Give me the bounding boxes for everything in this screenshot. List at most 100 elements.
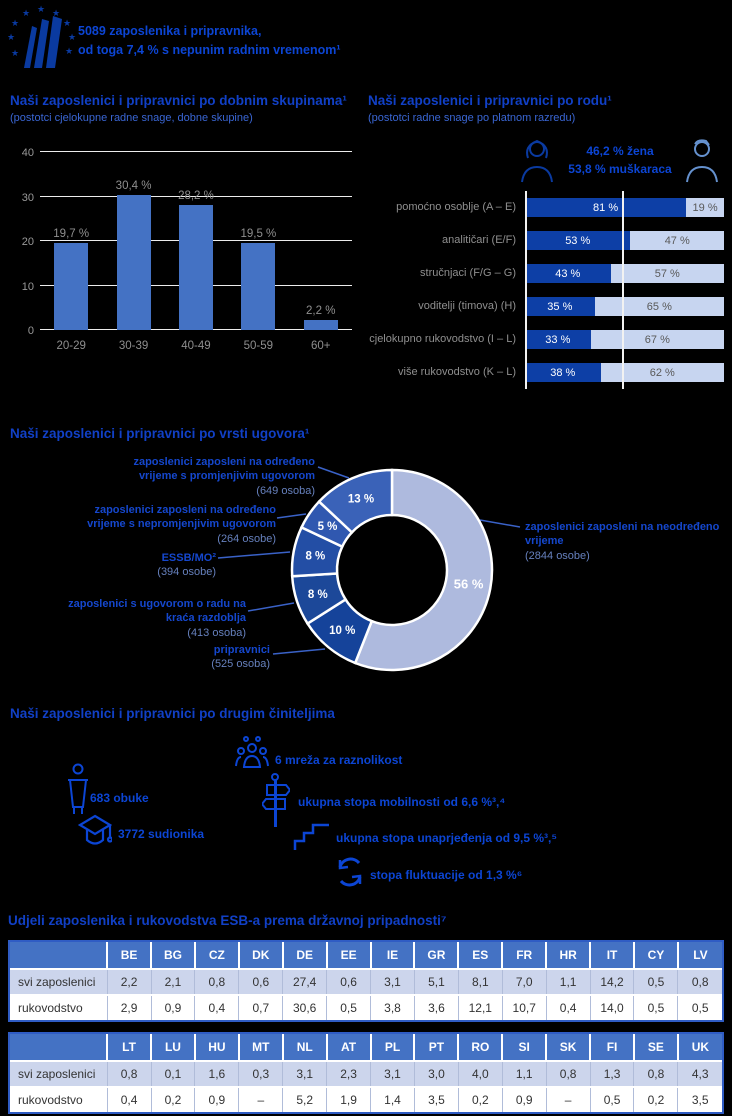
age-bar-chart: 0 10 20 30 40 19,7 % 30,4 % 28,2 % 19,5 % 2,2 % 20…: [10, 140, 360, 352]
row-label-cell: rukovodstvo: [10, 1086, 108, 1113]
men-segment: 57 %: [610, 264, 724, 284]
value-cell: 3,1: [370, 968, 415, 996]
gender-row: cjelokupno rukovodstvo (I – L) 33 % 67 %: [368, 323, 724, 356]
country-header: NL: [281, 1034, 328, 1063]
svg-text:★: ★: [63, 19, 71, 29]
country-header: BE: [106, 942, 153, 971]
value-cell: 0,8: [545, 1060, 591, 1088]
country-header: DK: [237, 942, 284, 971]
stat-mobility-rate: ukupna stopa mobilnosti od 6,6 %³,⁴: [298, 795, 506, 809]
headline-line2: od toga 7,4 % s nepunim radnim vremenom¹: [78, 43, 341, 58]
gender-row: voditelji (timova) (H) 35 % 65 %: [368, 290, 724, 323]
country-header: IE: [369, 942, 416, 971]
value-cell: 0,9: [194, 1086, 240, 1113]
value-cell: 0,8: [106, 1060, 152, 1088]
y-axis-tick: 20: [21, 236, 34, 249]
donut-label-escb-io: ESSB/MO² (394 osobe): [157, 552, 216, 579]
gender-row-label: analitičari (E/F): [442, 234, 516, 247]
age-bar: [178, 204, 213, 331]
nationality-section-title: Udjeli zaposlenika i rukovodstva ESB-a p…: [8, 913, 447, 928]
ecb-logo-icon: ★ ★ ★ ★★★ ★★★: [8, 5, 76, 68]
bar-value-label: 30,4 %: [115, 179, 152, 192]
value-cell: 0,8: [194, 968, 240, 996]
value-cell: 0,4: [545, 994, 591, 1021]
value-cell: 14,0: [589, 994, 635, 1021]
donut-slice-label: 5 %: [318, 521, 338, 533]
donut-label-permanent: zaposlenici zaposleni na neodređeno vrij…: [525, 521, 720, 562]
men-share: 53,8 % muškaraca: [568, 161, 672, 176]
value-cell: 0,2: [633, 1086, 679, 1113]
value-cell: –: [545, 1086, 591, 1113]
value-cell: 1,6: [194, 1060, 240, 1088]
stairs-icon: [293, 823, 329, 850]
signpost-icon: [262, 773, 290, 827]
value-cell: 2,2: [106, 968, 152, 996]
value-cell: 0,6: [238, 968, 284, 996]
nationality-section: Udjeli zaposlenika i rukovodstva ESB-a p…: [8, 912, 724, 1115]
svg-text:★: ★: [11, 49, 19, 59]
stat-diversity-networks: 6 mreža za raznolikost: [275, 753, 403, 767]
value-cell: 3,5: [677, 1086, 722, 1113]
country-header: ES: [457, 942, 504, 971]
value-cell: 1,1: [501, 1060, 547, 1088]
women-segment: 53 %: [525, 231, 631, 251]
svg-text:★: ★: [11, 19, 19, 29]
country-header: AT: [325, 1034, 372, 1063]
country-header: LV: [676, 942, 722, 971]
value-cell: 0,5: [677, 994, 722, 1021]
x-axis-label: 40-49: [181, 340, 211, 353]
bar-value-label: 2,2 %: [306, 305, 336, 318]
country-header: HR: [545, 942, 592, 971]
donut-slice: [353, 468, 494, 672]
men-segment: 65 %: [594, 297, 724, 317]
bar-slot: 2,2 %: [293, 305, 349, 331]
row-label-cell: svi zaposlenici: [10, 968, 108, 996]
value-cell: 0,9: [150, 994, 196, 1021]
age-bar: [116, 194, 151, 331]
factors-section: Naši zaposlenici i pripravnici po drugim…: [10, 705, 722, 905]
women-segment: 35 %: [525, 297, 595, 317]
stat-participants: 3772 sudionika: [118, 827, 205, 841]
gender-row: analitičari (E/F) 53 % 47 %: [368, 224, 724, 257]
value-cell: 0,2: [457, 1086, 503, 1113]
value-cell: 10,7: [501, 994, 547, 1021]
age-groups-section: Naši zaposlenici i pripravnici po dobnim…: [10, 92, 360, 352]
donut-slice: [317, 468, 394, 535]
value-cell: –: [238, 1086, 284, 1113]
men-segment: 67 %: [590, 330, 724, 350]
country-header: CZ: [193, 942, 240, 971]
value-cell: 0,7: [238, 994, 284, 1021]
donut-label-fixed-term-nonvariable: zaposlenici zaposleni na određeno vrijem…: [87, 504, 276, 545]
svg-text:★: ★: [52, 9, 60, 19]
value-cell: 1,9: [326, 1086, 372, 1113]
x-axis-label: 60+: [310, 340, 331, 353]
value-cell: 0,5: [633, 968, 679, 996]
donut-slice-label: 8 %: [305, 550, 325, 562]
gender-row-label: više rukovodstvo (K – L): [398, 366, 516, 379]
value-cell: 0,3: [238, 1060, 284, 1088]
value-cell: 0,5: [326, 994, 372, 1021]
y-axis-tick: 0: [27, 325, 34, 338]
gender-row: više rukovodstvo (K – L) 38 % 62 %: [368, 356, 724, 389]
value-cell: 0,5: [589, 1086, 635, 1113]
country-header: SK: [545, 1034, 592, 1063]
age-chart-plot: 0 10 20 30 40 19,7 % 30,4 % 28,2 % 19,5 % 2,2 % 20…: [22, 147, 352, 352]
graduation-cap-icon: [78, 814, 112, 845]
donut-label-short-term: zaposlenici s ugovorom o radu na kraća r…: [68, 598, 246, 639]
value-cell: 0,6: [326, 968, 372, 996]
y-axis-tick: 40: [21, 147, 34, 160]
gridline: [40, 195, 352, 197]
value-cell: 5,2: [282, 1086, 328, 1113]
value-cell: 3,8: [370, 994, 415, 1021]
cycle-arrows-icon: [338, 857, 362, 887]
donut-label-trainees: pripravnici (525 osoba): [211, 644, 270, 671]
donut-slice-label: 10 %: [329, 625, 355, 637]
country-header: PT: [413, 1034, 460, 1063]
row-label-cell: rukovodstvo: [10, 994, 108, 1021]
country-header: SE: [632, 1034, 679, 1063]
gender-section: Naši zaposlenici i pripravnici po rodu¹ …: [368, 92, 724, 390]
value-cell: 2,9: [106, 994, 152, 1021]
men-segment: 62 %: [600, 363, 724, 383]
svg-text:★: ★: [37, 5, 45, 15]
nationality-table-2: LT LU HU MT NL AT PL PT RO SI SK FI SE UK svi zaposlen…: [8, 1032, 724, 1115]
